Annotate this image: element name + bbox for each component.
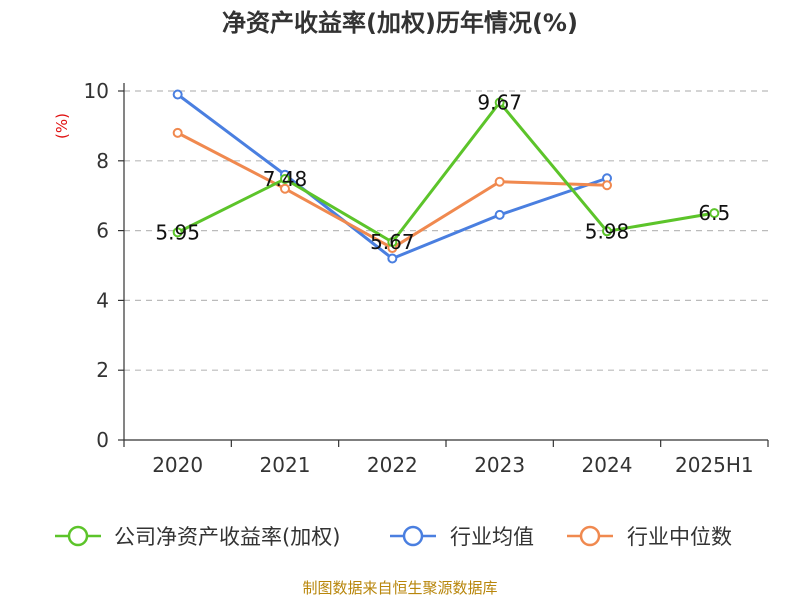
legend-item[interactable]: 行业中位数 <box>567 525 732 549</box>
x-tick-label: 2020 <box>152 453 203 477</box>
y-tick-label: 0 <box>96 428 109 452</box>
data-point <box>172 127 183 138</box>
data-point <box>494 97 505 108</box>
axes: 0 2 4 6 8 10 2020 2021 2022 2023 2024 2025H1 <box>84 79 769 477</box>
source-note: 制图数据来自恒生聚源数据库 <box>302 579 497 597</box>
series-group <box>172 89 720 264</box>
legend-marker <box>579 525 601 547</box>
data-point <box>602 180 612 191</box>
legend-label: 行业中位数 <box>627 525 732 549</box>
legend-item[interactable]: 公司净资产收益率(加权) <box>55 525 340 549</box>
chart-title: 净资产收益率(加权)历年情况(%) <box>222 9 578 37</box>
data-point <box>280 173 290 184</box>
data-label: 5.98 <box>585 219 630 243</box>
legend-label: 公司净资产收益率(加权) <box>114 525 340 549</box>
data-point <box>387 253 398 264</box>
data-point <box>709 208 720 219</box>
data-label: 5.67 <box>370 230 415 254</box>
y-tick-label: 8 <box>96 149 109 173</box>
y-tick-label: 10 <box>84 79 109 103</box>
data-label: 9.67 <box>477 91 522 115</box>
y-tick-label: 4 <box>96 288 109 312</box>
data-point <box>172 89 183 100</box>
data-point <box>494 176 505 187</box>
y-tick-label: 2 <box>96 358 109 382</box>
x-tick-label: 2025H1 <box>675 453 754 477</box>
data-point <box>172 227 183 238</box>
y-tick-label: 6 <box>96 219 109 243</box>
data-label: 7.48 <box>263 167 308 191</box>
data-labels: 5.95 7.48 5.67 9.67 5.98 6.5 <box>155 91 730 255</box>
gridlines <box>124 90 768 371</box>
series-line <box>176 101 715 244</box>
y-axis-label: (%) <box>53 113 71 139</box>
data-point <box>280 183 290 194</box>
data-label: 5.95 <box>155 220 200 244</box>
legend-item[interactable]: 行业均值 <box>390 525 534 549</box>
x-tick-label: 2023 <box>474 453 525 477</box>
data-label: 6.5 <box>698 201 730 225</box>
legend-label: 行业均值 <box>450 525 534 549</box>
legend-marker <box>402 525 424 547</box>
x-tick-label: 2024 <box>582 453 633 477</box>
data-point <box>602 226 612 237</box>
data-point <box>494 209 505 220</box>
x-tick-label: 2021 <box>260 453 311 477</box>
x-tick-label: 2022 <box>367 453 418 477</box>
data-point <box>387 237 398 248</box>
legend[interactable]: 公司净资产收益率(加权) 行业均值 行业中位数 <box>55 525 732 549</box>
legend-marker <box>67 525 89 547</box>
